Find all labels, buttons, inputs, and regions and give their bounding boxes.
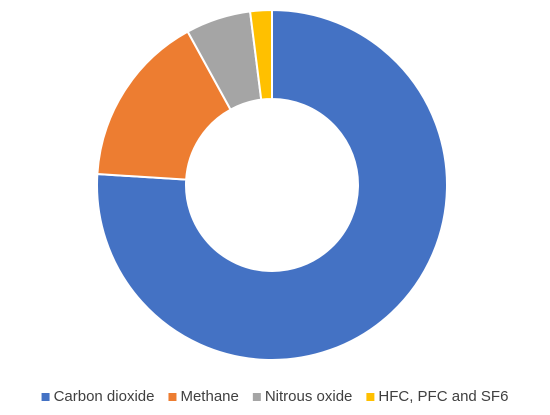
legend-swatch bbox=[252, 393, 261, 401]
donut-slice bbox=[248, 8, 273, 101]
legend-label: HFC, PFC and SF6 bbox=[378, 388, 508, 405]
legend-label: Nitrous oxide bbox=[265, 388, 353, 405]
legend-swatch bbox=[366, 393, 375, 401]
donut-slice bbox=[96, 8, 448, 361]
legend-swatch bbox=[168, 393, 177, 401]
legend-label: Methane bbox=[180, 388, 238, 405]
legend-label: Carbon dioxide bbox=[54, 388, 155, 405]
legend-swatch bbox=[41, 393, 50, 401]
